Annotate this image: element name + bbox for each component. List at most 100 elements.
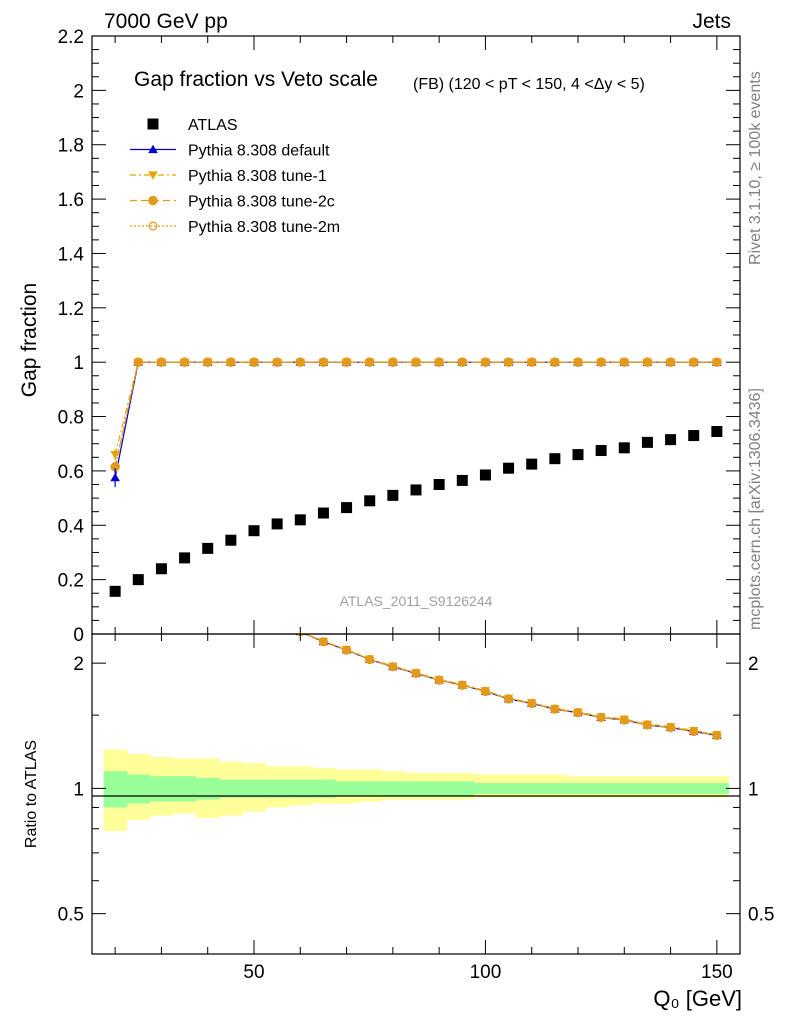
data-point-4 (527, 357, 537, 367)
data-point-3 (550, 357, 560, 367)
data-point-0 (618, 442, 630, 454)
data-point-0 (179, 552, 191, 564)
data-point-4 (457, 357, 467, 367)
data-point-0 (572, 449, 584, 461)
data-point-4 (226, 357, 236, 367)
data-point-0 (109, 585, 121, 597)
stat-uncertainty-band (242, 779, 267, 798)
header-left: 7000 GeV pp (104, 10, 228, 33)
stat-uncertainty-band (473, 783, 498, 794)
data-point-3 (156, 357, 167, 367)
data-point-3 (364, 357, 375, 367)
stat-uncertainty-band (288, 779, 313, 798)
stat-uncertainty-band (173, 776, 197, 802)
legend-label-1: Pythia 8.308 default (188, 143, 330, 160)
stat-uncertainty-band (520, 783, 544, 794)
data-point-0 (317, 507, 329, 519)
legend-label-4: Pythia 8.308 tune-2m (188, 219, 340, 236)
ratio-plot-frame (91, 633, 741, 955)
ratio-point-4 (481, 686, 490, 696)
ratio-point-4 (504, 694, 513, 703)
ratio-series (273, 620, 722, 741)
legend-label-2: Pythia 8.308 tune-1 (188, 168, 327, 185)
data-point-4 (318, 357, 328, 367)
data-point-3 (272, 357, 282, 367)
data-point-0 (711, 425, 723, 437)
ratio-line-4 (304, 634, 717, 736)
ratio-point-4 (319, 637, 328, 646)
data-point-4 (666, 357, 676, 367)
data-point-4 (411, 357, 421, 367)
ratio-point-4 (342, 645, 351, 655)
legend-label-3: Pythia 8.308 tune-2c (188, 194, 335, 211)
data-point-4 (388, 357, 398, 367)
ratio-point-4 (458, 680, 467, 690)
data-point-4 (342, 357, 352, 367)
ratio-plot: 0.5 0.5 1 1 2 2 50 100 150 Ratio to ATLAS Q₀ [Ge… (23, 620, 774, 1011)
uncertainty-bands (103, 749, 729, 832)
ratio-point-4 (434, 675, 444, 685)
stat-uncertainty-band (659, 783, 683, 794)
ratio-line-2 (305, 634, 717, 736)
ratio-point-2 (273, 621, 282, 629)
data-point-4 (249, 357, 259, 367)
data-point-3 (503, 357, 514, 367)
data-point-3 (202, 357, 213, 367)
data-point-3 (573, 357, 583, 367)
data-point-4 (295, 357, 305, 367)
ratio-point-4 (643, 720, 652, 729)
ratio-point-4 (273, 621, 280, 628)
data-point-3 (457, 357, 468, 367)
main-ytick-label: 1.2 (58, 299, 84, 320)
ratio-ytick-label-right: 1 (748, 779, 759, 800)
stat-uncertainty-band (358, 781, 382, 796)
data-point-0 (155, 563, 167, 575)
data-point-4 (619, 357, 629, 367)
data-point-3 (295, 357, 306, 367)
data-point-4 (365, 357, 375, 367)
main-ytick-label: 0.4 (58, 516, 85, 537)
data-point-0 (271, 518, 283, 530)
ratio-point-4 (550, 704, 560, 714)
ratio-point-4 (620, 715, 629, 724)
stat-uncertainty-band (311, 779, 336, 798)
main-ytick-label: 0.8 (58, 408, 84, 429)
ratio-point-4 (689, 726, 698, 736)
ratio-point-4 (666, 722, 675, 732)
data-point-0 (202, 542, 214, 554)
main-ytick-label: 2 (73, 81, 84, 102)
data-point-0 (688, 430, 700, 442)
data-point-0 (341, 502, 353, 514)
series-line-2 (114, 361, 717, 455)
data-point-4 (550, 357, 560, 367)
data-point-3 (110, 462, 120, 472)
ratio-point-1 (273, 620, 282, 628)
main-ytick-label: 1.4 (58, 244, 85, 265)
rivet-label: Rivet 3.1.10, ≥ 100k events (747, 71, 764, 265)
legend-marker-3 (148, 195, 158, 206)
stat-uncertainty-band (196, 777, 220, 800)
stat-uncertainty-band (682, 783, 706, 794)
data-point-0 (503, 462, 515, 474)
ratio-xtick-label: 50 (243, 962, 264, 983)
stat-uncertainty-band (103, 771, 128, 808)
main-plot: 0 0.2 0.4 0.6 0.8 1 1.2 1.4 1.6 1.8 2 2.2 Gap fract… (18, 27, 741, 646)
data-point-4 (180, 357, 190, 367)
data-point-0 (665, 434, 677, 446)
data-point-3 (179, 357, 190, 367)
stat-uncertainty-band (335, 781, 359, 796)
data-point-4 (133, 357, 143, 367)
ratio-ytick-label: 0.5 (58, 905, 84, 926)
data-point-3 (665, 357, 676, 367)
ratio-xtick-label: 150 (701, 962, 733, 983)
data-point-0 (364, 495, 376, 507)
series-line-1 (114, 361, 717, 478)
data-point-4 (712, 357, 722, 367)
data-point-3 (480, 357, 491, 367)
ratio-ylabel: Ratio to ATLAS (23, 740, 40, 848)
main-ytick-label: 1 (73, 353, 84, 374)
data-point-4 (504, 357, 514, 367)
data-point-4 (203, 357, 213, 367)
chart-title: Gap fraction vs Veto scale (134, 68, 378, 91)
mcplots-label: mcplots.cern.ch [arXiv:1306.3436] (747, 388, 764, 630)
